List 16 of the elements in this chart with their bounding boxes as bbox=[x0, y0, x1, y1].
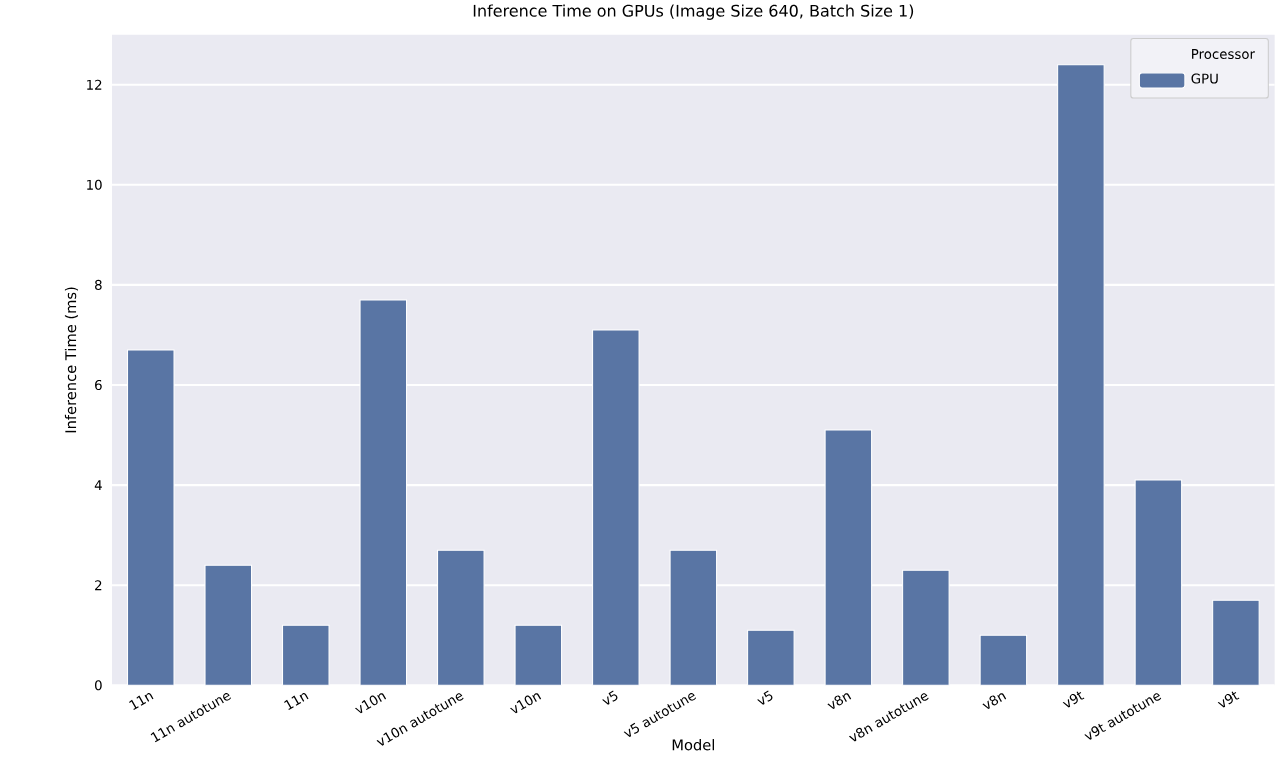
bar bbox=[515, 625, 562, 686]
bar bbox=[902, 570, 950, 686]
bar bbox=[1212, 599, 1260, 686]
bar bbox=[282, 625, 330, 686]
bar bbox=[127, 349, 175, 686]
bar bbox=[825, 430, 872, 686]
bar bbox=[1135, 480, 1182, 686]
bar bbox=[437, 550, 485, 686]
bar bbox=[747, 630, 795, 686]
chart-title: Inference Time on GPUs (Image Size 640, Batch Size 1) bbox=[473, 4, 914, 20]
bar bbox=[670, 550, 717, 686]
bar bbox=[360, 299, 407, 686]
bar bbox=[980, 635, 1027, 686]
bar bbox=[1057, 64, 1105, 686]
bar bbox=[592, 329, 640, 686]
bar bbox=[205, 565, 252, 686]
